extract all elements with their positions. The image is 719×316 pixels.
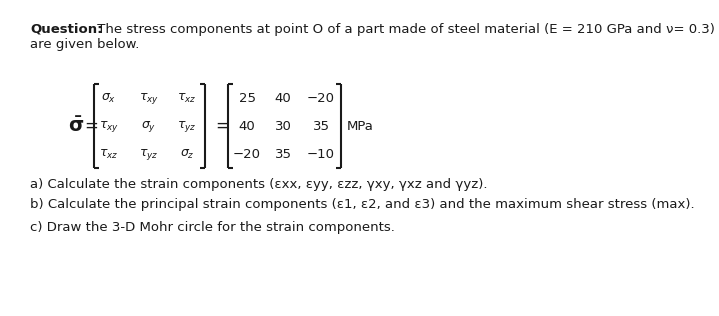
Text: $\tau_{xy}$: $\tau_{xy}$ xyxy=(139,90,159,106)
Text: $\tau_{yz}$: $\tau_{yz}$ xyxy=(178,118,197,133)
Text: Question:: Question: xyxy=(30,23,103,36)
Text: 35: 35 xyxy=(275,148,291,161)
Text: $\tau_{yz}$: $\tau_{yz}$ xyxy=(139,147,159,161)
Text: 40: 40 xyxy=(275,92,291,105)
Text: are given below.: are given below. xyxy=(30,38,139,51)
Text: $\sigma_x$: $\sigma_x$ xyxy=(101,91,116,105)
Text: 40: 40 xyxy=(239,119,255,132)
Text: −20: −20 xyxy=(307,92,335,105)
Text: −20: −20 xyxy=(233,148,261,161)
Text: $\mathbf{\bar{\sigma}}$: $\mathbf{\bar{\sigma}}$ xyxy=(68,116,84,136)
Text: MPa: MPa xyxy=(347,119,374,132)
Text: $\tau_{xy}$: $\tau_{xy}$ xyxy=(99,118,119,133)
Text: 25: 25 xyxy=(239,92,255,105)
Text: $\sigma_z$: $\sigma_z$ xyxy=(180,148,194,161)
Text: 35: 35 xyxy=(313,119,329,132)
Text: $\sigma_y$: $\sigma_y$ xyxy=(142,118,157,133)
Text: The stress components at point O of a part made of steel material (E = 210 GPa a: The stress components at point O of a pa… xyxy=(93,23,715,36)
Text: 30: 30 xyxy=(275,119,291,132)
Text: =: = xyxy=(84,117,98,135)
Text: $\tau_{xz}$: $\tau_{xz}$ xyxy=(178,91,197,105)
Text: c) Draw the 3-D Mohr circle for the strain components.: c) Draw the 3-D Mohr circle for the stra… xyxy=(30,221,395,234)
Text: $\tau_{xz}$: $\tau_{xz}$ xyxy=(99,148,119,161)
Text: −10: −10 xyxy=(307,148,335,161)
Text: b) Calculate the principal strain components (ε1, ε2, and ε3) and the maximum sh: b) Calculate the principal strain compon… xyxy=(30,198,695,211)
Text: a) Calculate the strain components (εxx, εyy, εzz, γxy, γxz and γyz).: a) Calculate the strain components (εxx,… xyxy=(30,178,487,191)
Text: =: = xyxy=(215,117,229,135)
